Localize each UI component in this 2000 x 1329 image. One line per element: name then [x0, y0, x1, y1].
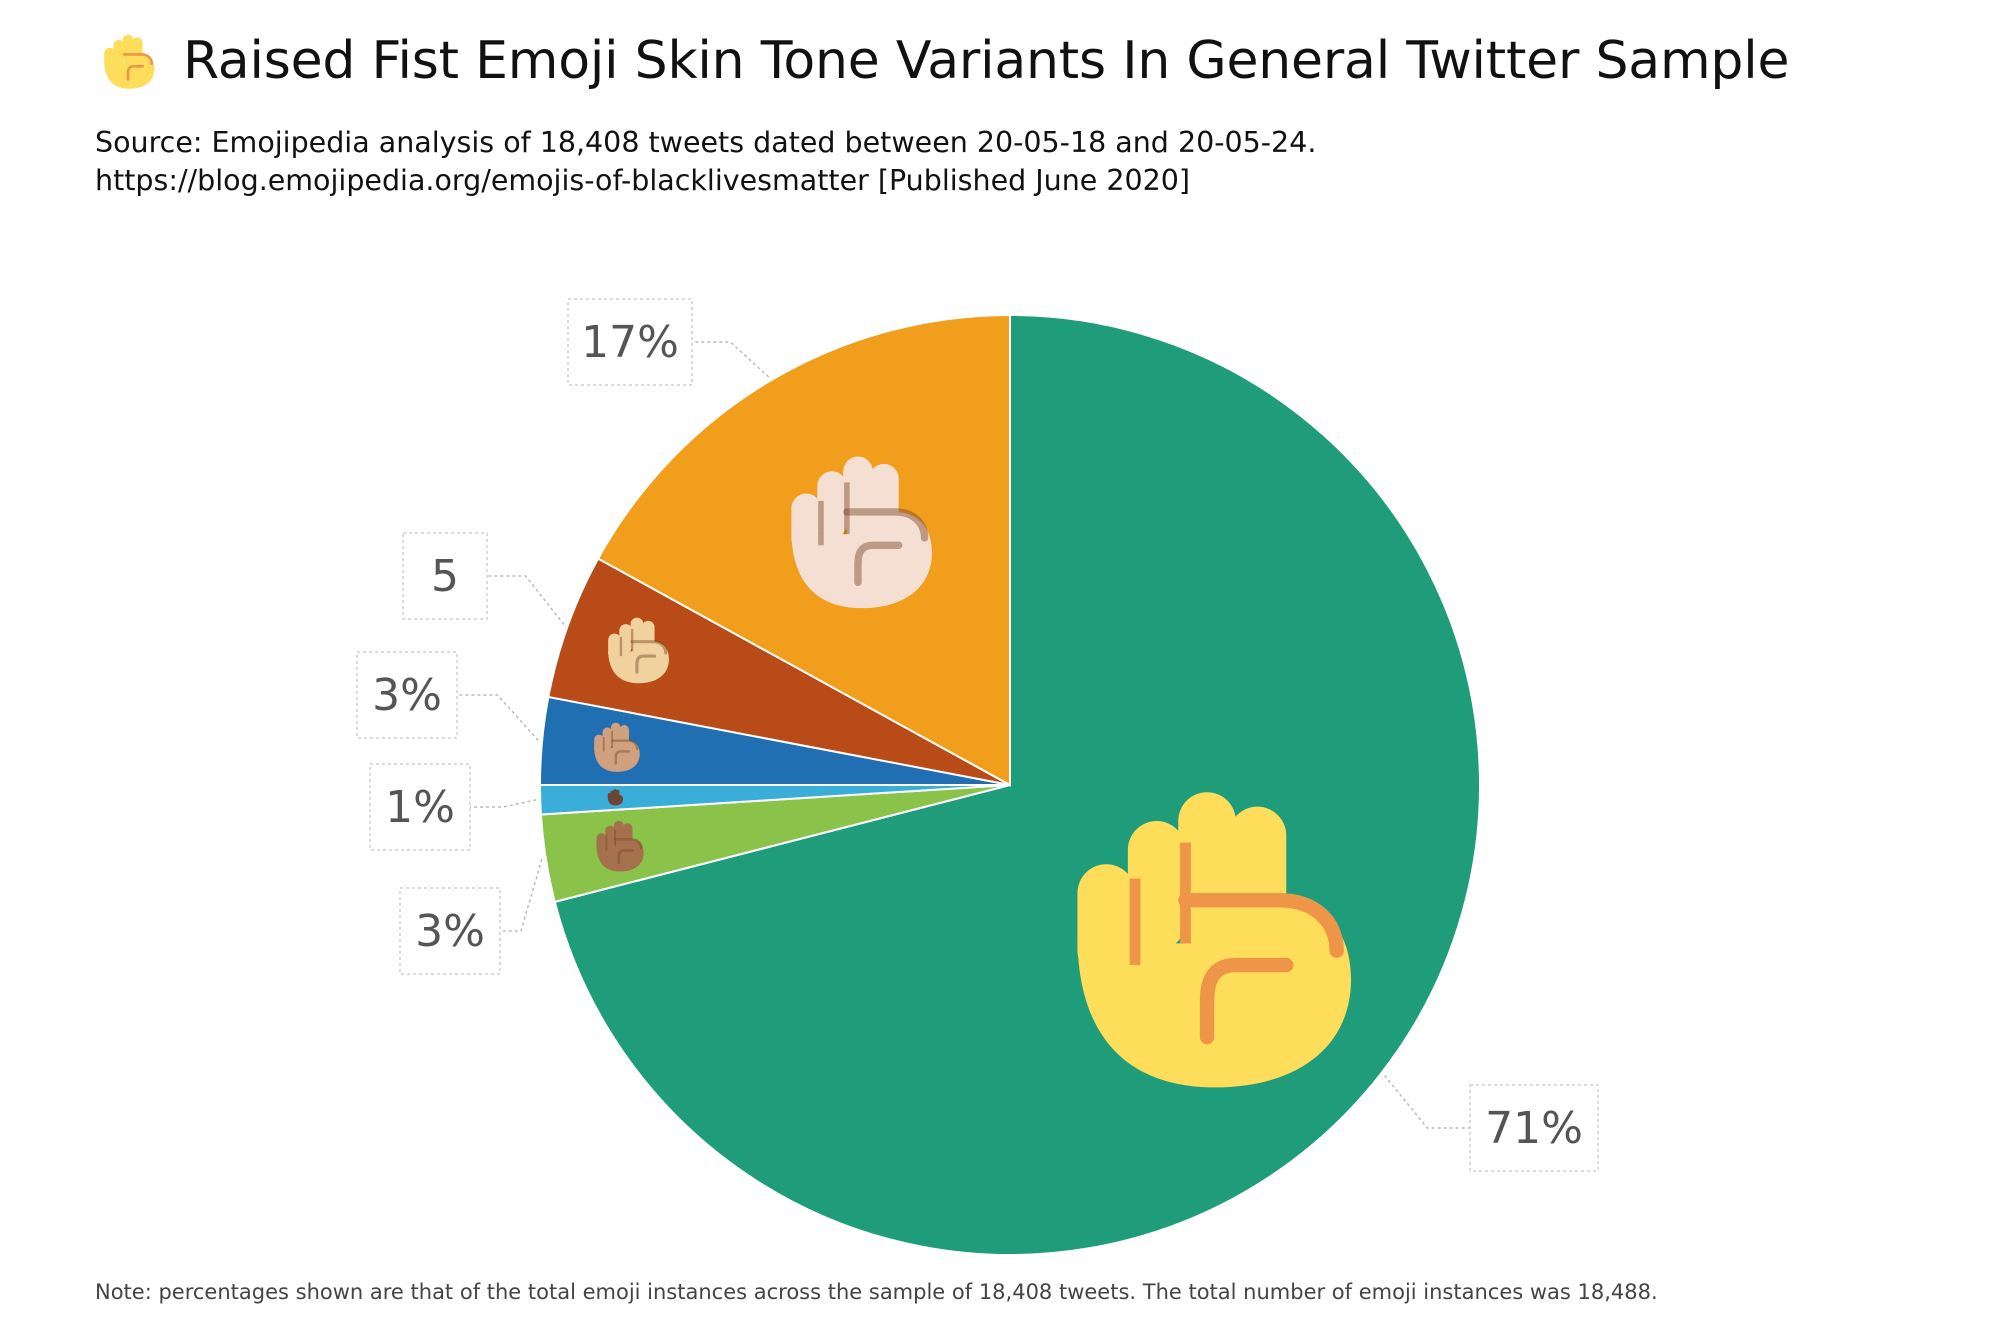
- chart-subtitle: Source: Emojipedia analysis of 18,408 tw…: [95, 124, 1316, 200]
- data-label-box: [567, 298, 693, 386]
- raised-fist-dark-skin-tone-icon: [607, 789, 623, 806]
- label-leader-line: [692, 341, 770, 378]
- source-line: Source: Emojipedia analysis of 18,408 tw…: [95, 126, 1317, 159]
- raised-fist-icon: [104, 34, 155, 89]
- label-leader-line: [1383, 1075, 1470, 1129]
- data-label: 3%: [372, 670, 442, 721]
- footnote: Note: percentages shown are that of the …: [95, 1280, 1658, 1304]
- chart-title: Raised Fist Emoji Skin Tone Variants In …: [183, 31, 1790, 91]
- label-leader-line: [457, 694, 539, 741]
- title-row: Raised Fist Emoji Skin Tone Variants In …: [95, 28, 1789, 94]
- data-label-box: [399, 887, 501, 975]
- data-label-box: [402, 532, 488, 620]
- data-label-box: [369, 763, 471, 851]
- data-label: 5: [431, 551, 459, 602]
- data-label: 71%: [1485, 1103, 1583, 1154]
- raised-fist-medium-skin-tone-icon: [594, 722, 640, 772]
- raised-fist-medium-light-skin-tone-icon: [608, 617, 669, 684]
- data-label: 1%: [385, 782, 455, 833]
- label-leader-line: [500, 858, 543, 932]
- data-label-box: [356, 651, 458, 739]
- pie-slice: [547, 557, 1011, 786]
- label-leader-line: [470, 799, 537, 808]
- source-url-line: https://blog.emojipedia.org/emojis-of-bl…: [95, 164, 1191, 197]
- raised-fist-medium-dark-skin-tone-icon: [596, 820, 644, 872]
- raised-fist-light-skin-tone-icon: [791, 456, 932, 609]
- data-label: 17%: [581, 317, 679, 368]
- data-label-box: [1469, 1084, 1599, 1172]
- data-label: 3%: [415, 906, 485, 957]
- label-leader-line: [487, 575, 565, 625]
- raised-fist-default-yellow-icon: [1077, 792, 1352, 1088]
